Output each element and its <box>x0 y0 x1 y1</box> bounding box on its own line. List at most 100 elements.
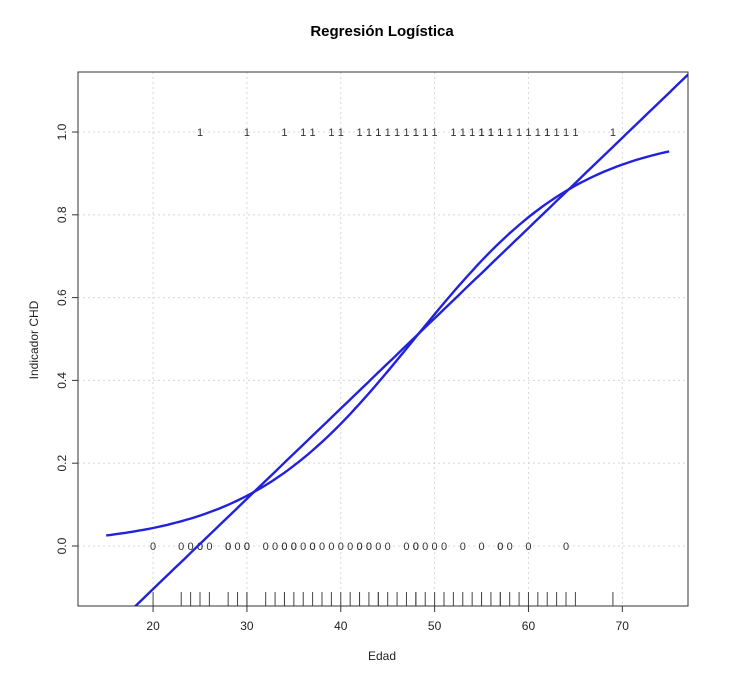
point-chd-0: 0 <box>150 541 156 553</box>
point-chd-0: 0 <box>563 541 569 553</box>
x-tick-label: 50 <box>428 619 442 633</box>
point-chd-1: 1 <box>554 127 560 139</box>
points-chd-0: 0 0 0 00 0 00 0 00 0 0 00 00 0 00 0 0 0 0 00 00 0 0 0 00 0 0 0 0 0 00… <box>150 541 569 553</box>
point-chd-1: 1 <box>375 127 381 139</box>
point-chd-1: 1 <box>385 127 391 139</box>
point-chd-1: 1 <box>572 127 578 139</box>
grid <box>78 72 688 606</box>
point-chd-0: 0 <box>366 541 372 553</box>
point-chd-0: 0 <box>347 541 353 553</box>
point-chd-1: 1 <box>469 127 475 139</box>
y-axis: 0.0 0.2 0.4 0.6 0.8 1.0 <box>55 123 78 554</box>
point-chd-0: 0 <box>441 541 447 553</box>
y-tick-label: 0.4 <box>55 372 69 389</box>
y-tick-label: 0.0 <box>55 537 69 554</box>
point-chd-0: 0 <box>281 541 287 553</box>
x-axis: 20 30 40 50 60 70 <box>146 606 629 633</box>
point-chd-1: 1 <box>488 127 494 139</box>
point-chd-1: 1 <box>563 127 569 139</box>
point-chd-0: 0 <box>338 541 344 553</box>
point-chd-1: 1 <box>460 127 466 139</box>
point-chd-1: 1 <box>366 127 372 139</box>
point-chd-0: 0 <box>356 541 362 553</box>
point-chd-0: 0 <box>319 541 325 553</box>
fitted-curves <box>106 73 688 606</box>
point-chd-0: 0 <box>244 541 250 553</box>
point-chd-0: 0 <box>422 541 428 553</box>
point-chd-0: 0 <box>403 541 409 553</box>
point-chd-1: 1 <box>497 127 503 139</box>
point-chd-1: 1 <box>413 127 419 139</box>
point-chd-1: 1 <box>525 127 531 139</box>
point-chd-1: 1 <box>244 127 250 139</box>
point-chd-1: 1 <box>300 127 306 139</box>
x-tick-label: 40 <box>334 619 348 633</box>
point-chd-0: 0 <box>310 541 316 553</box>
x-tick-label: 70 <box>616 619 630 633</box>
point-chd-0: 0 <box>328 541 334 553</box>
point-chd-1: 1 <box>310 127 316 139</box>
linear-fit-line <box>133 73 688 606</box>
y-tick-label: 0.8 <box>55 206 69 223</box>
point-chd-0: 0 <box>197 541 203 553</box>
points-chd-1: 1 1 1 1 1 1 1 1 1 11 1 1 1 11 1 1 1 1 1 11 11 11 1 1 1 1 11 1 1 1 1 <box>197 127 616 139</box>
point-chd-1: 1 <box>328 127 334 139</box>
point-chd-0: 0 <box>432 541 438 553</box>
point-chd-1: 1 <box>488 127 494 139</box>
point-chd-0: 0 <box>291 541 297 553</box>
point-chd-0: 0 <box>478 541 484 553</box>
point-chd-1: 1 <box>422 127 428 139</box>
plot-frame <box>77 71 689 607</box>
point-chd-1: 1 <box>394 127 400 139</box>
x-tick-label: 30 <box>240 619 254 633</box>
x-axis-label: Edad <box>368 649 396 663</box>
point-chd-0: 0 <box>206 541 212 553</box>
y-axis-label: Indicador CHD <box>27 300 41 379</box>
point-chd-0: 0 <box>366 541 372 553</box>
point-chd-0: 0 <box>525 541 531 553</box>
point-chd-0: 0 <box>460 541 466 553</box>
point-chd-1: 1 <box>375 127 381 139</box>
point-chd-1: 1 <box>413 127 419 139</box>
x-tick-label: 60 <box>522 619 536 633</box>
point-chd-0: 0 <box>197 541 203 553</box>
rug <box>152 592 614 606</box>
point-chd-0: 0 <box>300 541 306 553</box>
point-chd-1: 1 <box>356 127 362 139</box>
point-chd-0: 0 <box>263 541 269 553</box>
point-chd-0: 0 <box>413 541 419 553</box>
point-chd-0: 0 <box>356 541 362 553</box>
chart-title: Regresión Logística <box>310 23 454 40</box>
point-chd-1: 1 <box>516 127 522 139</box>
point-chd-0: 0 <box>375 541 381 553</box>
point-chd-0: 0 <box>234 541 240 553</box>
point-chd-0: 0 <box>272 541 278 553</box>
point-chd-1: 1 <box>535 127 541 139</box>
point-chd-0: 0 <box>507 541 513 553</box>
point-chd-1: 1 <box>544 127 550 139</box>
y-tick-label: 0.2 <box>55 455 69 472</box>
point-chd-1: 1 <box>544 127 550 139</box>
point-chd-0: 0 <box>188 541 194 553</box>
point-chd-0: 0 <box>497 541 503 553</box>
point-chd-1: 1 <box>281 127 287 139</box>
y-tick-label: 1.0 <box>55 123 69 140</box>
point-chd-0: 0 <box>497 541 503 553</box>
point-chd-1: 1 <box>478 127 484 139</box>
point-chd-1: 1 <box>497 127 503 139</box>
logistic-fit-line <box>106 150 670 537</box>
point-chd-1: 1 <box>610 127 616 139</box>
point-chd-1: 1 <box>478 127 484 139</box>
point-chd-0: 0 <box>385 541 391 553</box>
point-chd-0: 0 <box>225 541 231 553</box>
point-chd-1: 1 <box>403 127 409 139</box>
point-chd-1: 1 <box>338 127 344 139</box>
point-chd-1: 1 <box>450 127 456 139</box>
point-chd-0: 0 <box>291 541 297 553</box>
point-chd-0: 0 <box>178 541 184 553</box>
point-chd-0: 0 <box>281 541 287 553</box>
point-chd-1: 1 <box>197 127 203 139</box>
point-chd-0: 0 <box>310 541 316 553</box>
y-tick-label: 0.6 <box>55 289 69 306</box>
